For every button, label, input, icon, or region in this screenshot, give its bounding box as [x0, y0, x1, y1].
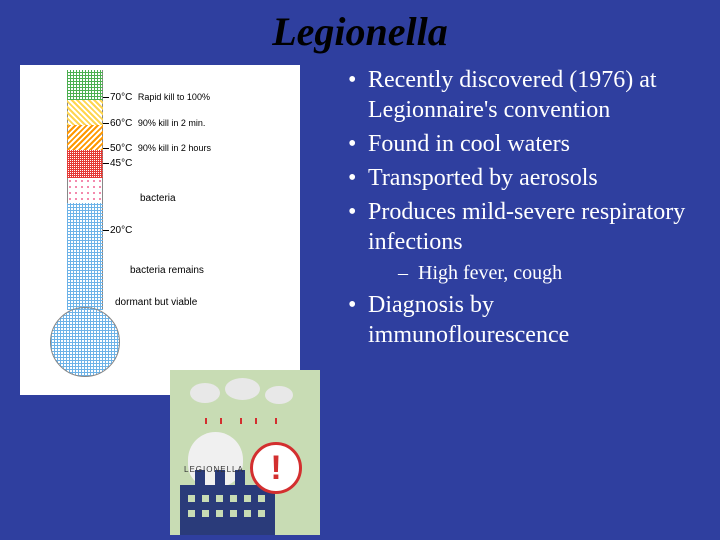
band-45c	[67, 150, 103, 178]
band-20c	[67, 203, 103, 310]
window-icon	[230, 510, 237, 517]
window-icon	[258, 495, 265, 502]
slide-title: Legionella	[0, 0, 720, 65]
rain-icon	[240, 418, 242, 424]
bullet-list: Recently discovered (1976) at Legionnair…	[340, 65, 700, 350]
rain-icon	[275, 418, 277, 424]
building-icon	[180, 485, 275, 535]
sub-bullet-list: High fever, cough	[368, 261, 700, 286]
legionella-warning-graphic: LEGIONELLA !	[170, 370, 320, 535]
bullet-text: Produces mild-severe respiratory infecti…	[368, 199, 685, 255]
bullet-item: Recently discovered (1976) at Legionnair…	[340, 65, 700, 125]
window-icon	[230, 495, 237, 502]
tick	[103, 148, 109, 149]
tick	[103, 230, 109, 231]
sub-bullet-item: High fever, cough	[368, 261, 700, 286]
label-bacteria: bacteria	[140, 193, 176, 204]
tick	[103, 123, 109, 124]
window-icon	[188, 495, 195, 502]
band-70c	[67, 70, 103, 100]
label-dormant: dormant but viable	[115, 297, 197, 308]
band-60c	[67, 100, 103, 125]
left-column: 70°C Rapid kill to 100% 60°C 90% kill in…	[20, 65, 330, 395]
bullet-item: Produces mild-severe respiratory infecti…	[340, 197, 700, 286]
clouds	[185, 378, 305, 428]
rain-icon	[205, 418, 207, 424]
bullet-item: Transported by aerosols	[340, 163, 700, 193]
window-icon	[202, 510, 209, 517]
thermo-bulb	[50, 307, 120, 377]
window-icon	[188, 510, 195, 517]
window-icon	[216, 495, 223, 502]
thermometer-diagram: 70°C Rapid kill to 100% 60°C 90% kill in…	[20, 65, 300, 395]
rain-icon	[255, 418, 257, 424]
window-icon	[216, 510, 223, 517]
cloud-icon	[265, 386, 293, 404]
content-row: 70°C Rapid kill to 100% 60°C 90% kill in…	[0, 65, 720, 395]
label-remains: bacteria remains	[130, 265, 204, 276]
bullet-item: Found in cool waters	[340, 129, 700, 159]
tick	[103, 97, 109, 98]
tick	[103, 163, 109, 164]
right-column: Recently discovered (1976) at Legionnair…	[330, 65, 700, 395]
band-50c	[67, 125, 103, 150]
label-50: 50°C 90% kill in 2 hours	[110, 143, 211, 154]
label-70: 70°C Rapid kill to 100%	[110, 92, 210, 103]
cloud-icon	[225, 378, 260, 400]
legionella-label: LEGIONELLA	[184, 465, 244, 474]
band-bacteria	[67, 178, 103, 203]
rain-icon	[220, 418, 222, 424]
slide: Legionella 70°C Rapid kill to 100% 60°C …	[0, 0, 720, 540]
window-icon	[258, 510, 265, 517]
window-icon	[244, 495, 251, 502]
label-45: 45°C	[110, 158, 132, 169]
window-icon	[244, 510, 251, 517]
cloud-icon	[190, 383, 220, 403]
window-icon	[202, 495, 209, 502]
label-60: 60°C 90% kill in 2 min.	[110, 118, 205, 129]
warning-icon: !	[250, 442, 302, 494]
label-20: 20°C	[110, 225, 132, 236]
bullet-item: Diagnosis by immunoflourescence	[340, 290, 700, 350]
